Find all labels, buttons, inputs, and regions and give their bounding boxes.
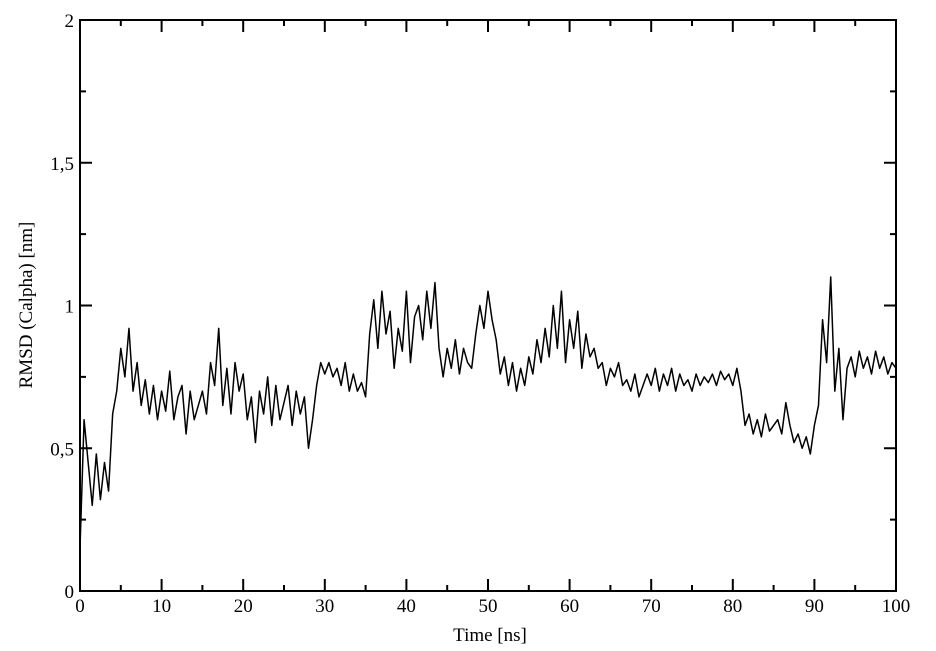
y-tick-label: 0,5 [50,439,74,460]
y-tick-label: 2 [65,11,75,32]
x-tick-label: 80 [723,596,742,617]
y-tick-label: 1 [65,297,75,318]
x-tick-label: 60 [560,596,579,617]
x-tick-label: 100 [882,596,911,617]
x-tick-label: 20 [234,596,253,617]
x-tick-label: 10 [152,596,171,617]
y-tick-label: 1,5 [50,154,74,175]
x-tick-label: 0 [75,596,85,617]
plot-frame [79,19,897,592]
x-tick-label: 50 [479,596,498,617]
x-tick-label: 70 [642,596,661,617]
x-tick-label: 30 [315,596,334,617]
x-tick-label: 90 [805,596,824,617]
x-axis-label: Time [ns] [453,625,527,646]
y-axis-label: RMSD (Calpha) [nm] [16,222,37,389]
x-tick-label: 40 [397,596,416,617]
data-line [79,276,897,549]
y-tick-label: 0 [65,582,75,603]
